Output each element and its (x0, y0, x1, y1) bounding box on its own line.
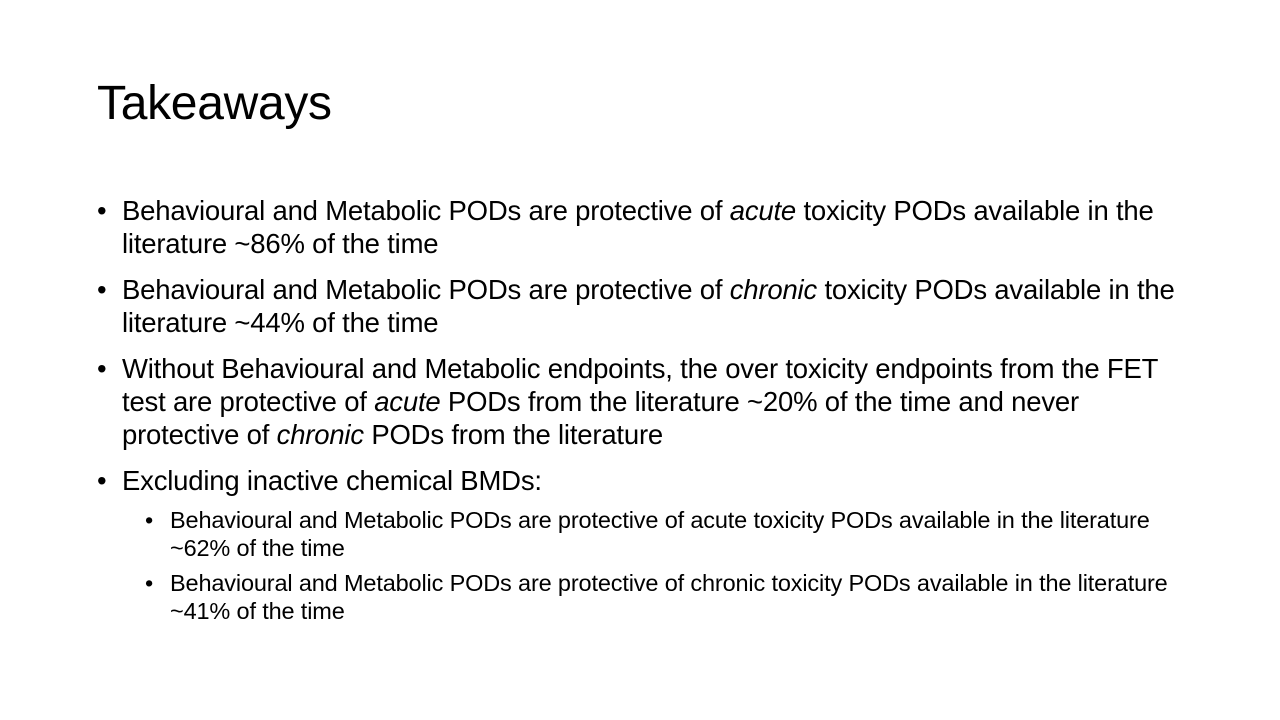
sub-bullet-dot-icon: • (145, 570, 154, 596)
sub-bullet-text: Behavioural and Metabolic PODs are prote… (170, 570, 1168, 624)
bullet-item-without-endpoints: • Without Behavioural and Metabolic endpo… (97, 352, 1182, 451)
bullet-dot-icon: • (97, 195, 107, 226)
bullet-list: • Behavioural and Metabolic PODs are prot… (97, 194, 1182, 638)
bullet-text: Excluding inactive chemical BMDs: (122, 465, 542, 496)
bullet-text: Behavioural and Metabolic PODs are prote… (122, 274, 730, 305)
bullet-item-acute: • Behavioural and Metabolic PODs are prot… (97, 194, 1182, 260)
bullet-dot-icon: • (97, 353, 107, 384)
bullet-text: PODs from the literature ~20% of the tim… (122, 386, 1079, 450)
sub-bullet-item-chronic: • Behavioural and Metabolic PODs are prot… (145, 569, 1182, 625)
sub-bullet-list: • Behavioural and Metabolic PODs are prot… (122, 506, 1182, 625)
sub-bullet-dot-icon: • (145, 507, 154, 533)
emphasis-text: acute (729, 195, 797, 226)
bullet-item-chronic: • Behavioural and Metabolic PODs are prot… (97, 273, 1182, 339)
bullet-text: PODs from the literature (363, 419, 664, 450)
bullet-text: Without Behavioural and Metabolic endpoi… (122, 353, 1158, 417)
bullet-text: toxicity PODs available in the literatur… (122, 274, 1175, 338)
emphasis-text: chronic (276, 419, 364, 450)
emphasis-text: chronic (729, 274, 817, 305)
bullet-dot-icon: • (97, 465, 107, 496)
slide-title: Takeaways (97, 77, 332, 130)
emphasis-text: acute (374, 386, 441, 417)
bullet-dot-icon: • (97, 274, 107, 305)
bullet-text: toxicity PODs available in the literatur… (122, 195, 1154, 259)
sub-bullet-item-acute: • Behavioural and Metabolic PODs are prot… (145, 506, 1182, 562)
bullet-item-excluding-inactive: • Excluding inactive chemical BMDs: • Beha… (97, 464, 1182, 625)
bullet-text: Behavioural and Metabolic PODs are prote… (122, 195, 730, 226)
sub-bullet-text: Behavioural and Metabolic PODs are prote… (170, 507, 1150, 561)
